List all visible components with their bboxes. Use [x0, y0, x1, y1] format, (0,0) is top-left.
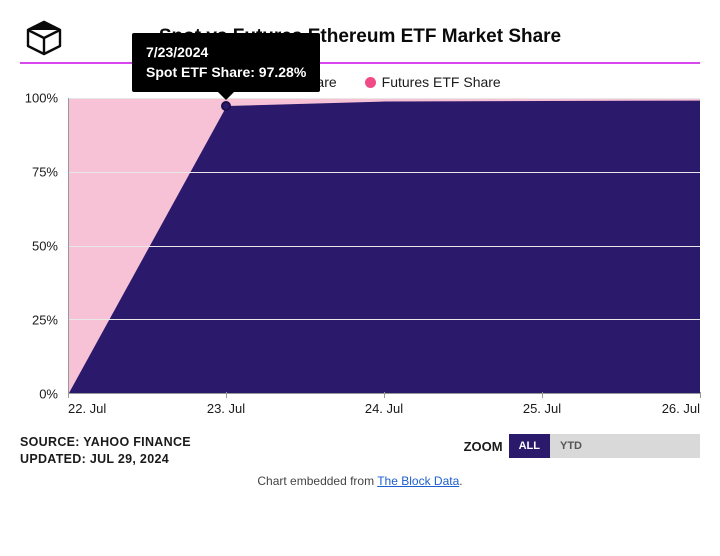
- legend-item-futures[interactable]: Futures ETF Share: [365, 74, 501, 90]
- x-axis: 22. Jul 23. Jul 24. Jul 25. Jul 26. Jul: [68, 398, 700, 428]
- y-axis: 0%25%50%75%100%: [20, 98, 64, 394]
- y-tick-label: 0%: [39, 387, 58, 402]
- chart-title: Spot vs Futures Ethereum ETF Market Shar…: [20, 26, 700, 48]
- zoom-ytd-button[interactable]: YTD: [550, 434, 592, 458]
- zoom-label: ZOOM: [464, 439, 503, 454]
- zoom-blank-button[interactable]: [592, 434, 628, 458]
- y-tick-label: 100%: [25, 91, 58, 106]
- chart-legend: Spot ETF Share Futures ETF Share: [20, 74, 700, 90]
- embed-suffix: .: [459, 474, 462, 488]
- source-line: SOURCE: YAHOO FINANCE: [20, 434, 191, 451]
- chart-footer: SOURCE: YAHOO FINANCE UPDATED: JUL 29, 2…: [20, 434, 700, 468]
- zoom-blank-button[interactable]: [664, 434, 700, 458]
- legend-swatch-futures: [365, 77, 376, 88]
- x-tick-label: 24. Jul: [365, 401, 403, 416]
- zoom-controls: ZOOM ALLYTD: [464, 434, 700, 458]
- y-tick-label: 25%: [32, 313, 58, 328]
- x-tick-label: 26. Jul: [662, 401, 700, 416]
- embed-link[interactable]: The Block Data: [377, 474, 459, 488]
- embed-prefix: Chart embedded from: [257, 474, 377, 488]
- tooltip-marker: [221, 101, 231, 111]
- x-tick-label: 23. Jul: [207, 401, 245, 416]
- chart-container: Spot vs Futures Ethereum ETF Market Shar…: [0, 0, 720, 556]
- zoom-all-button[interactable]: ALL: [509, 434, 550, 458]
- y-tick-label: 50%: [32, 239, 58, 254]
- embed-note: Chart embedded from The Block Data.: [20, 474, 700, 488]
- source-attribution: SOURCE: YAHOO FINANCE UPDATED: JUL 29, 2…: [20, 434, 191, 468]
- tooltip-value: Spot ETF Share: 97.28%: [146, 63, 306, 83]
- legend-label-futures: Futures ETF Share: [382, 74, 501, 90]
- tooltip-date: 7/23/2024: [146, 43, 306, 63]
- y-tick-label: 75%: [32, 165, 58, 180]
- updated-line: UPDATED: JUL 29, 2024: [20, 451, 191, 468]
- x-tick-label: 25. Jul: [523, 401, 561, 416]
- chart-area: 0%25%50%75%100% 22. Jul23. Jul24. Jul25.…: [20, 98, 700, 428]
- zoom-blank-button[interactable]: [628, 434, 664, 458]
- plot-area[interactable]: [68, 98, 700, 394]
- divider-line: [20, 62, 700, 64]
- chart-tooltip: 7/23/2024 Spot ETF Share: 97.28%: [132, 33, 320, 92]
- brand-logo: [24, 20, 64, 61]
- x-tick-label: 22. Jul: [68, 401, 106, 416]
